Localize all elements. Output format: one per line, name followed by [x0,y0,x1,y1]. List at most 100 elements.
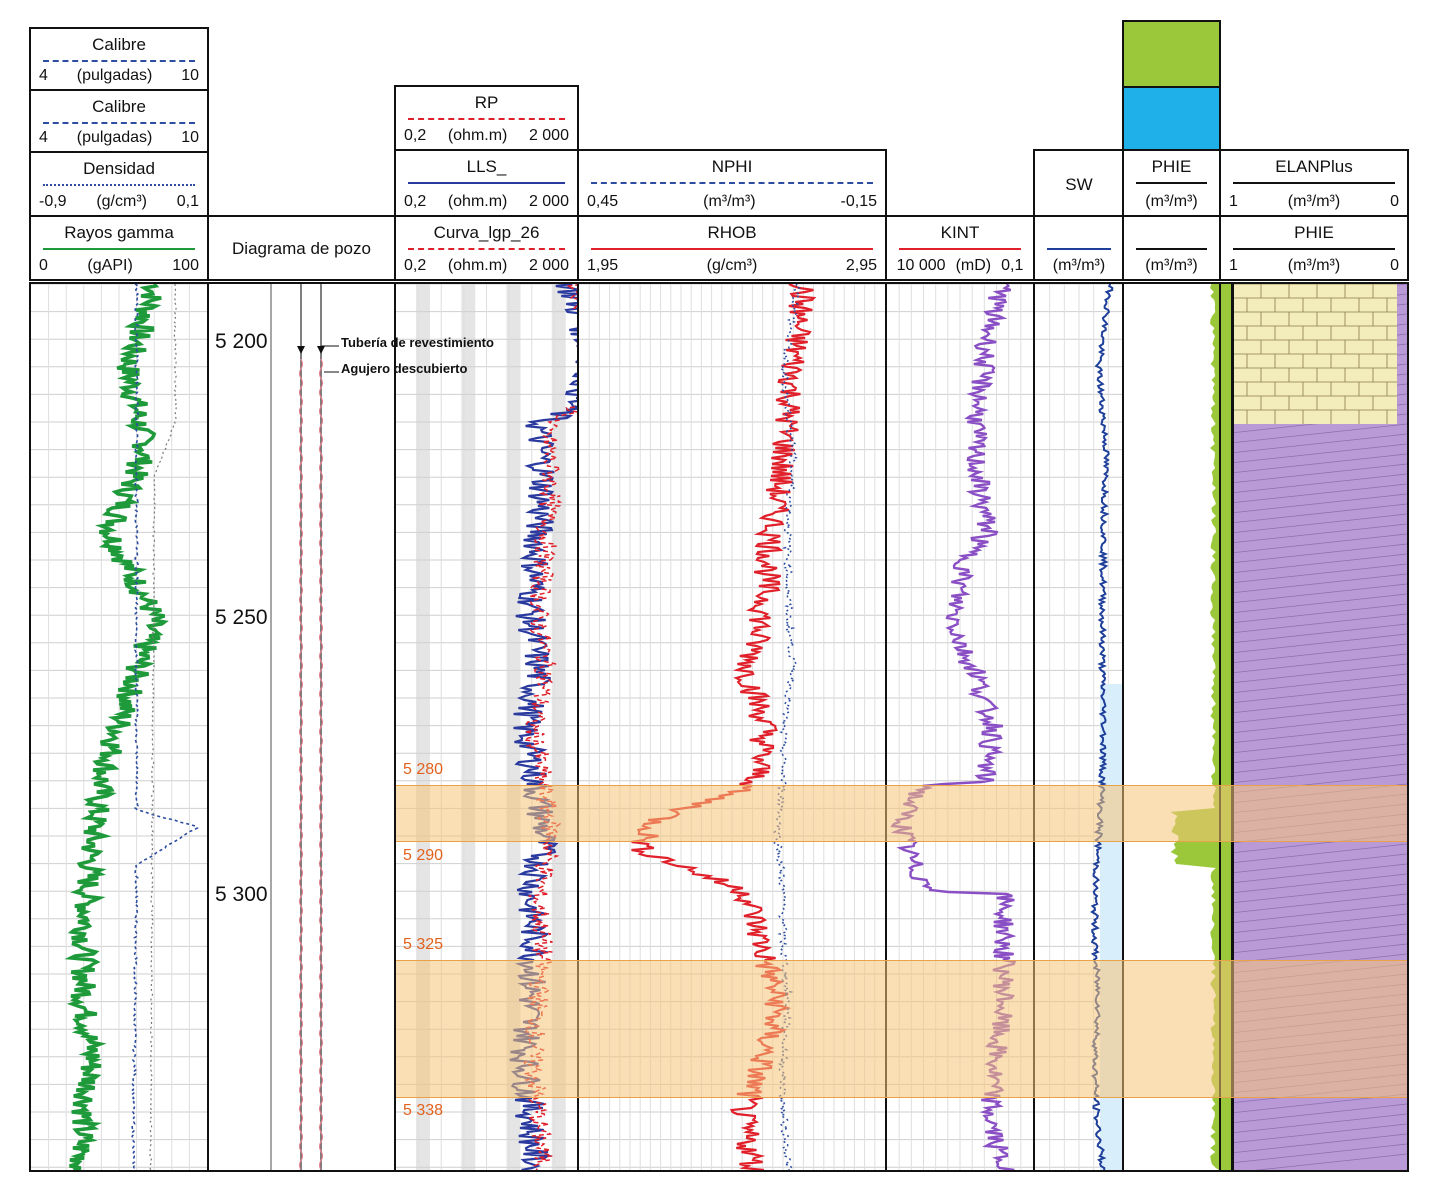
caliper2-unit: (pulgadas) [76,129,153,146]
shale-hatch-line [1221,883,1407,905]
shale-hatch-line [1221,1113,1407,1135]
lgp-title: Curva_lgp_26 [433,223,540,242]
header-caliper2: Calibre 4 (pulgadas) 10 [29,89,209,153]
density-title: Densidad [83,159,155,178]
shale-hatch-line [1221,923,1407,945]
log-grid-band [416,284,430,1170]
t2-svg [270,284,339,1170]
header-phie: PHIE 1 (m³/m³) 0 [1219,215,1409,281]
density-line [43,184,195,186]
caliper1-left: 4 [39,67,48,84]
track-gamma [29,282,209,1172]
kint-right: 0,1 [1001,257,1024,274]
kint-line [899,248,1021,250]
rp-unit: (ohm.m) [447,127,508,144]
caliper1-line [43,60,195,62]
lls-right: 2 000 [528,193,569,210]
gamma-ray-curve [64,284,169,1170]
shale-hatch-line [1221,523,1407,545]
openhole-annotation: Agujero descubierto [341,361,468,376]
shale-hatch-line [1221,663,1407,685]
shale-hatch-line [1221,683,1407,705]
header-caliper1: Calibre 4 (pulgadas) 10 [29,27,209,91]
shale-hatch-line [1221,743,1407,765]
gamma-title: Rayos gamma [64,223,174,242]
lls-left: 0,2 [404,193,427,210]
gamma-left: 0 [39,257,48,274]
lls-line [408,182,565,184]
well-title: Diagrama de pozo [232,239,371,258]
gamma-right: 100 [172,257,199,274]
phie-line [1233,248,1395,250]
phie-fluid-line [1136,182,1207,184]
header-sw-top: SW [1033,149,1125,217]
shale-hatch-line [1221,573,1407,595]
zone-band-2 [396,960,1407,1098]
zone-label: 5 280 [403,761,444,778]
phie-fluid-unit: (m³/m³) [1145,193,1198,210]
shale-hatch-line [1221,713,1407,735]
open-hole-wall-line [298,358,304,1170]
shale-hatch-line [1221,753,1407,775]
shale-hatch-line [1221,463,1407,485]
header-elan: ELANPlus 1 (m³/m³) 0 [1219,149,1409,217]
rp-curve [521,284,577,1170]
density-correction-curve [149,284,177,1170]
phie-fluid-title: PHIE [1151,157,1192,176]
shale-hatch-line [1221,913,1407,935]
rp-title: RP [474,93,499,112]
shale-hatch-line [1221,473,1407,495]
shale-hatch-line [1221,1123,1407,1145]
rp-left: 0,2 [404,127,427,144]
shale-hatch-line [1221,723,1407,745]
elan-left: 1 [1229,193,1238,210]
header-rp: RP 0,2 (ohm.m) 2 000 [394,85,579,151]
depth-label: 5 250 [215,606,268,629]
open-hole-wall-line [318,358,324,1170]
header-lgp: Curva_lgp_26 0,2 (ohm.m) 2 000 [394,215,579,281]
shale-hatch-line [1221,643,1407,665]
log-grid-band [461,284,476,1170]
zone-band-1 [396,785,1407,842]
depth-label: 5 200 [215,330,268,353]
caliper2-title: Calibre [92,97,146,116]
density-unit: (g/cm³) [96,193,147,210]
shale-hatch-line [1221,503,1407,525]
casing-annotation: Tubería de revestimiento [341,335,494,350]
shale-hatch-line [1221,583,1407,605]
rp-line [408,118,565,120]
density-right: 0,1 [176,193,199,210]
caliper1-unit: (pulgadas) [76,67,153,84]
kint-unit: (mD) [955,257,992,274]
shale-hatch-line [1221,443,1407,465]
header-phie-fluid2: (m³/m³) [1122,215,1221,281]
shale-hatch-line [1221,653,1407,675]
shale-hatch-line [1221,703,1407,725]
elan-right: 0 [1390,193,1399,210]
shale-hatch-line [1221,873,1407,895]
shale-hatch-line [1221,633,1407,655]
shale-hatch-line [1221,1143,1407,1165]
shale-hatch-line [1221,893,1407,915]
casing-shoe-marker [317,346,325,354]
caliper2-right: 10 [181,129,199,146]
shale-hatch-line [1221,493,1407,515]
phie-right: 0 [1390,257,1399,274]
shale-hatch-line [1254,1153,1407,1170]
shale-hatch-line [1221,903,1407,925]
lgp-right: 2 000 [528,257,569,274]
rhob-left: 1,95 [587,257,619,274]
shale-hatch-line [1221,863,1407,885]
phie-unit: (m³/m³) [1287,257,1341,274]
gamma-line [43,248,195,250]
elan-title: ELANPlus [1275,157,1353,176]
elan-unit: (m³/m³) [1287,193,1341,210]
shale-hatch-line [1221,623,1407,645]
kint-left: 10 000 [896,257,946,274]
lgp-left: 0,2 [404,257,427,274]
shale-hatch-line [1221,593,1407,615]
rhob-title: RHOB [707,223,757,242]
nphi-title: NPHI [711,157,753,176]
shale-hatch-line [1221,1103,1407,1125]
header-phie-fluid: PHIE (m³/m³) [1122,149,1221,217]
